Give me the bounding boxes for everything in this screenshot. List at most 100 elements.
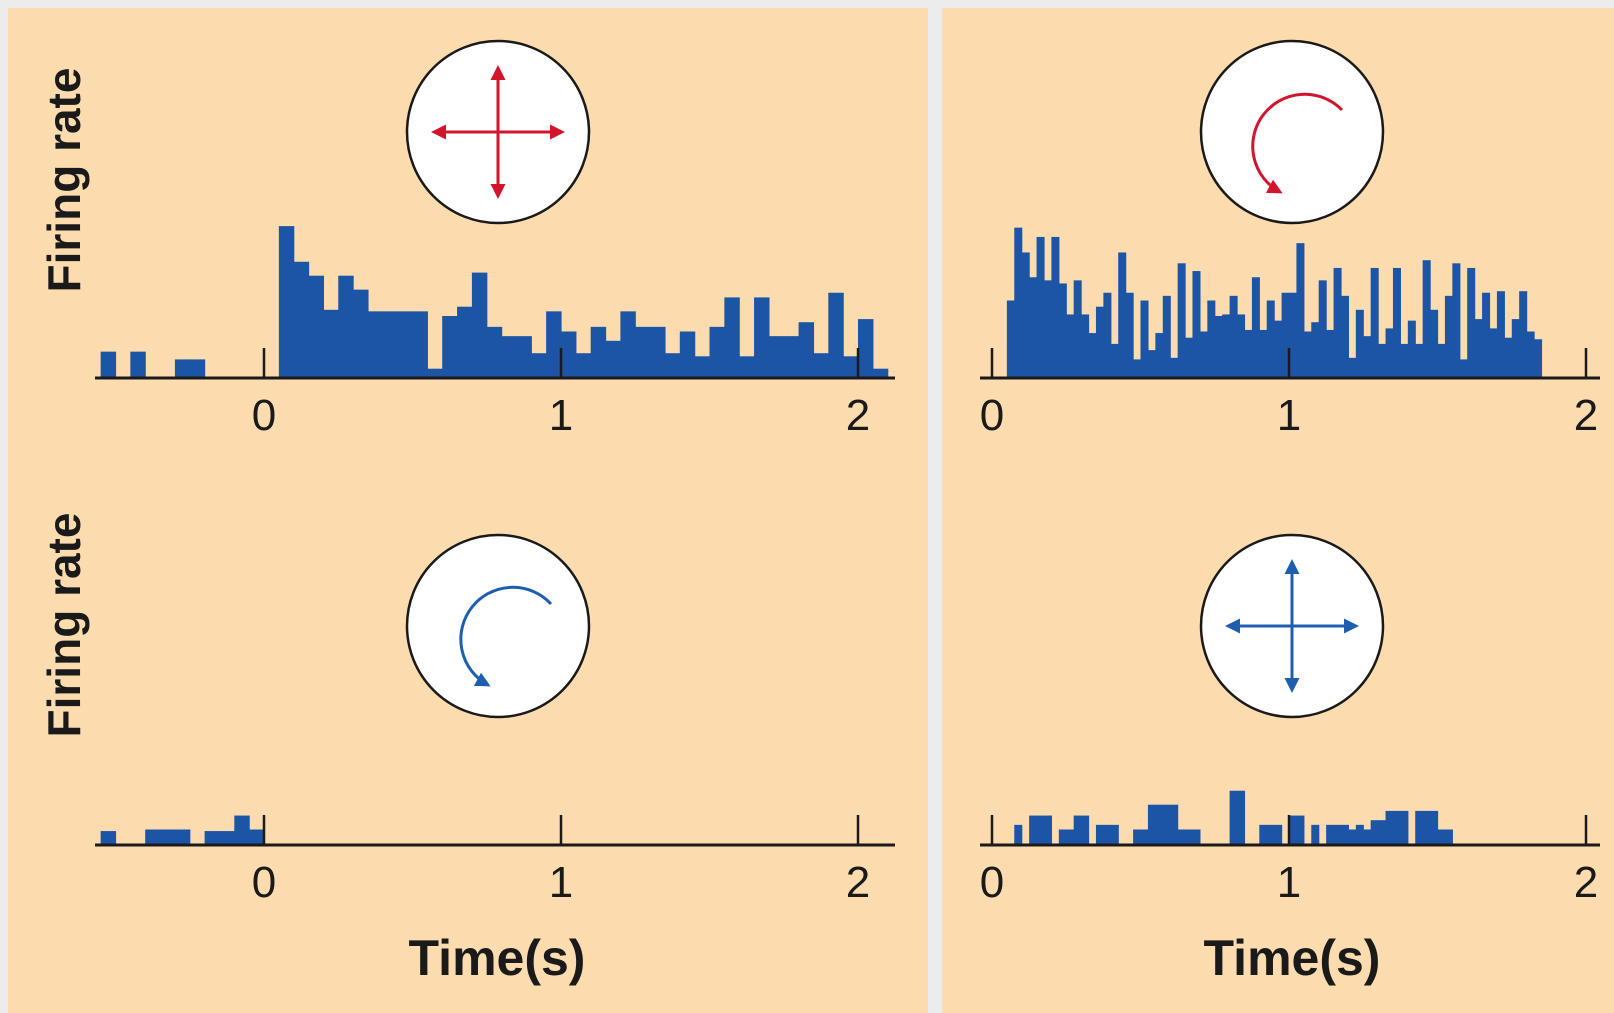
- histogram-bar: [278, 226, 295, 378]
- histogram-top-left: 0 1 2: [95, 226, 895, 440]
- expanding-arrows-icon: [1199, 533, 1385, 719]
- histogram-bar: [1303, 331, 1312, 378]
- histogram-bar: [1155, 333, 1164, 378]
- x-tick-label: 1: [549, 858, 573, 907]
- histogram-bar: [397, 311, 414, 378]
- histogram-bar: [145, 829, 161, 845]
- histogram-bar: [323, 309, 339, 378]
- histogram-bar: [1444, 829, 1453, 845]
- histogram-bar: [1177, 829, 1186, 845]
- histogram-bar: [561, 331, 577, 378]
- histogram-bar: [679, 331, 696, 378]
- histogram-bar: [1430, 309, 1439, 378]
- histogram-bar: [1066, 314, 1075, 378]
- histogram-bar: [1415, 343, 1424, 378]
- histogram-bar: [620, 311, 636, 378]
- counterclockwise-rotation-arrow-icon: [405, 533, 591, 719]
- histogram-bar: [1006, 300, 1015, 378]
- histogram-bar: [382, 311, 399, 378]
- histogram-bar: [130, 351, 146, 378]
- histogram-bar: [1058, 829, 1067, 845]
- histogram-bar: [1422, 810, 1431, 845]
- histogram-bar: [486, 326, 503, 378]
- histogram-bottom-right: 0 1 2: [980, 790, 1600, 907]
- histogram-bar: [1289, 292, 1298, 378]
- xlabel-left: Time(s): [409, 930, 586, 986]
- histogram-top-right: 0 1 2: [980, 227, 1600, 440]
- histogram-bar: [1296, 243, 1305, 378]
- histogram-bar: [457, 306, 473, 378]
- histogram-bar: [813, 353, 829, 378]
- histogram-bar: [1162, 804, 1171, 845]
- histogram-bar: [1534, 339, 1543, 378]
- histogram-bar: [442, 316, 458, 378]
- histogram-bar: [1378, 343, 1387, 378]
- histogram-bar: [1333, 267, 1342, 378]
- histogram-bar: [308, 275, 324, 378]
- histogram-bar: [1511, 319, 1520, 378]
- histogram-bar: [1207, 300, 1216, 378]
- histogram-bar: [1199, 331, 1208, 378]
- histogram-bar: [1073, 815, 1082, 845]
- histogram-bar: [798, 322, 815, 378]
- histogram-bar: [1482, 292, 1491, 378]
- histogram-bar: [234, 815, 250, 845]
- histogram-bar: [1185, 337, 1194, 378]
- histogram-bar: [1177, 263, 1186, 378]
- histogram-bar: [1229, 790, 1238, 845]
- histogram-bar: [1229, 295, 1238, 378]
- histogram-bar: [858, 319, 874, 378]
- histogram-bar: [1103, 824, 1112, 845]
- histogram-bar: [1140, 829, 1149, 845]
- histogram-bar: [1095, 824, 1104, 845]
- histogram-bar: [724, 297, 740, 378]
- histogram-bar: [1110, 343, 1119, 378]
- histogram-bar: [1237, 790, 1246, 845]
- histogram-bar: [1036, 815, 1045, 845]
- clockwise-rotation-arrow-icon: [1199, 39, 1385, 225]
- histogram-bar: [1147, 350, 1156, 378]
- histogram-bar: [100, 831, 117, 845]
- histogram-bar: [1259, 329, 1268, 378]
- histogram-bar: [1266, 824, 1275, 845]
- histogram-bar: [1385, 810, 1394, 845]
- x-tick-label: 0: [980, 391, 1004, 440]
- x-tick-label: 2: [1574, 391, 1598, 440]
- histogram-bar: [1014, 227, 1023, 378]
- x-tick-label: 2: [846, 858, 870, 907]
- histogram-bar: [1370, 820, 1379, 845]
- histogram-bar: [1519, 291, 1528, 378]
- x-tick-label: 1: [1277, 858, 1301, 907]
- histogram-bar: [1318, 280, 1327, 378]
- histogram-bar: [249, 829, 265, 845]
- histogram-bar: [1021, 252, 1030, 378]
- histogram-bar: [1029, 815, 1038, 845]
- histogram-bar: [100, 351, 117, 378]
- histogram-bar: [1185, 829, 1194, 845]
- histogram-bar: [768, 336, 785, 378]
- histogram-bar: [872, 368, 889, 378]
- histogram-bar: [1415, 810, 1424, 845]
- histogram-bar: [1400, 343, 1409, 378]
- histogram-bar: [1244, 329, 1253, 378]
- histogram-bar: [1430, 810, 1439, 845]
- x-tick-label: 2: [846, 391, 870, 440]
- histogram-bar: [546, 311, 562, 378]
- histogram-bar: [1043, 280, 1052, 378]
- histogram-bar: [650, 326, 666, 378]
- histogram-bar: [1333, 824, 1342, 845]
- histogram-bar: [1133, 829, 1142, 845]
- histogram-bar: [1437, 829, 1446, 845]
- histogram-bar: [1489, 328, 1498, 378]
- histogram-bar: [843, 356, 859, 378]
- histogram-bar: [174, 829, 191, 845]
- histogram-bar: [1155, 804, 1164, 845]
- histogram-bar: [1237, 314, 1246, 378]
- ylabel-bottom: Firing rate: [38, 513, 90, 738]
- histogram-bar: [783, 336, 800, 378]
- histogram-bar: [739, 356, 755, 378]
- histogram-bar: [1370, 267, 1379, 378]
- histogram-bar: [1296, 815, 1305, 845]
- histogram-bar: [1051, 236, 1060, 378]
- ylabel-top: Firing rate: [38, 68, 90, 293]
